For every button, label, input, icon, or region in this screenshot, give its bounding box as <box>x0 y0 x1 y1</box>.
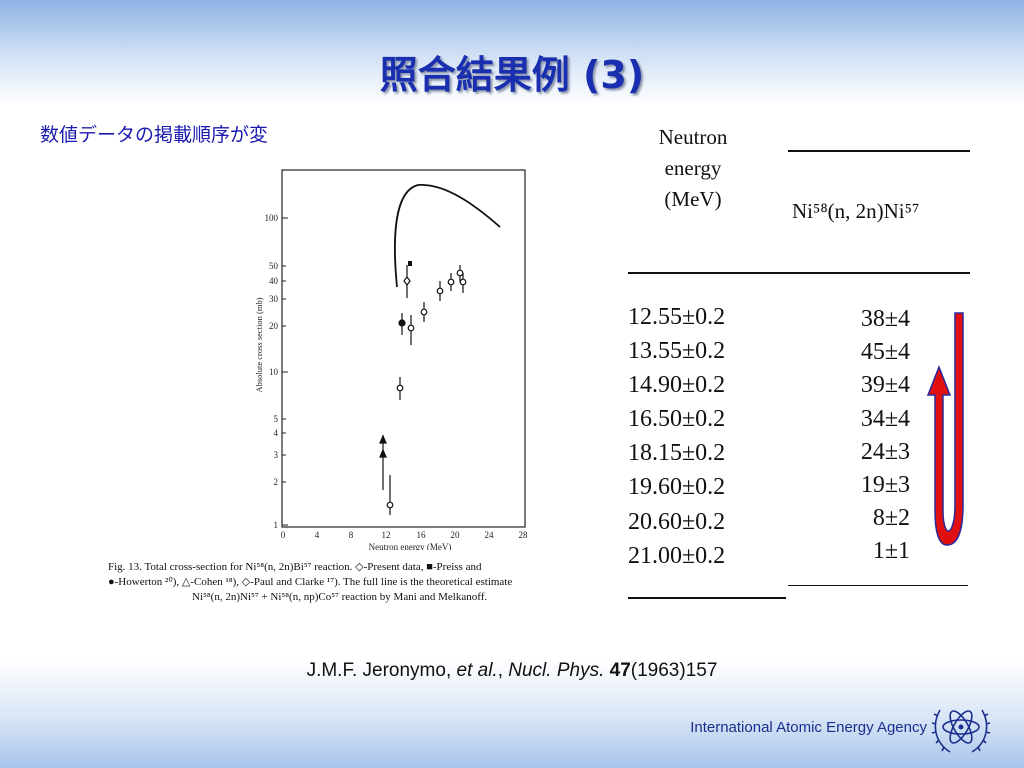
triangle-marker <box>379 434 387 444</box>
citation: J.M.F. Jeronymo, et al., Nucl. Phys. 47(… <box>0 660 1024 682</box>
caption-line: Fig. 13. Total cross-section for Ni⁵⁸(n,… <box>108 561 482 573</box>
y-tick-label: 3 <box>274 450 279 460</box>
filled-circle-marker <box>398 319 406 327</box>
y-tick-label: 5 <box>274 414 279 424</box>
table-rule-bottom-left <box>628 597 786 599</box>
table-rule-top <box>788 150 970 152</box>
y-ticks: 100 50 40 30 20 10 5 4 3 2 1 <box>265 213 288 530</box>
triangle-marker <box>379 448 387 458</box>
orbit <box>942 719 980 735</box>
citation-journal: Nucl. Phys. <box>508 660 605 681</box>
caption-line: Ni⁵⁸(n, 2n)Ni⁵⁷ + Ni⁵⁸(n, np)Co⁵⁷ reacti… <box>192 591 488 603</box>
value-cell: 1±1 <box>872 538 910 565</box>
x-tick-label: 28 <box>519 530 529 540</box>
theory-curve <box>394 184 501 288</box>
table-rule-bottom-right <box>788 585 968 586</box>
energy-cell: 14.90±0.2 <box>628 372 726 399</box>
x-tick-label: 4 <box>315 530 320 540</box>
y-tick-label: 2 <box>274 477 279 487</box>
nucleus <box>958 724 964 730</box>
diamond-marker <box>403 276 411 286</box>
x-ticks: 0 4 8 12 16 20 24 28 <box>281 530 528 540</box>
circle-marker <box>436 287 444 295</box>
iaea-atom-logo-icon <box>931 709 991 753</box>
caption-line: ●-Howerton ²⁰), △-Cohen ¹⁸), ◇-Paul and … <box>108 576 513 588</box>
citation-sep: , <box>497 660 509 681</box>
y-tick-label: 40 <box>269 276 279 286</box>
energy-cell: 21.00±0.2 <box>628 542 726 569</box>
slide-title: 照合結果例 (3) <box>379 53 645 97</box>
orbit <box>949 710 973 744</box>
y-tick-label: 50 <box>269 261 279 271</box>
energy-column: 12.55±0.2 13.55±0.2 14.90±0.2 16.50±0.2 … <box>628 300 763 573</box>
circle-marker <box>396 384 404 392</box>
x-tick-label: 8 <box>349 530 354 540</box>
reorder-arrow-icon <box>926 312 964 546</box>
value-cell: 45±4 <box>860 339 910 366</box>
header-line: Neutron <box>658 125 728 149</box>
y-tick-label: 20 <box>269 321 279 331</box>
y-tick-label: 4 <box>274 428 279 438</box>
energy-cell: 18.15±0.2 <box>628 440 726 467</box>
x-tick-label: 0 <box>281 530 286 540</box>
citation-rest: (1963)157 <box>630 660 718 681</box>
orbit <box>949 710 973 744</box>
energy-column-header: Neutron energy (MeV) <box>628 122 758 215</box>
cross-section-plot: 100 50 40 30 20 10 5 4 3 2 1 0 4 8 12 16… <box>254 169 528 550</box>
value-cell: 39±4 <box>860 372 910 399</box>
reaction-column-header: Ni⁵⁸(n, 2n)Ni⁵⁷ <box>792 199 920 223</box>
slide-subtitle: 数値データの掲載順序が変 <box>40 124 269 146</box>
value-cell: 8±2 <box>872 505 910 532</box>
data-points <box>379 261 467 515</box>
citation-etal: et al. <box>456 660 498 681</box>
x-tick-label: 20 <box>451 530 461 540</box>
circle-marker <box>459 278 467 286</box>
circle-marker <box>456 269 464 277</box>
plot-frame <box>281 169 526 528</box>
energy-cell: 16.50±0.2 <box>628 406 726 433</box>
circle-marker <box>447 278 455 286</box>
x-tick-label: 12 <box>382 530 391 540</box>
x-axis-label: Neutron energy (MeV) <box>369 542 452 550</box>
x-tick-label: 16 <box>417 530 427 540</box>
x-tick-label: 24 <box>485 530 495 540</box>
energy-cell: 13.55±0.2 <box>628 338 726 365</box>
arrow-shape <box>926 312 964 546</box>
header-line: energy <box>664 156 722 180</box>
square-marker <box>408 261 412 266</box>
figure-caption: Fig. 13. Total cross-section for Ni⁵⁸(n,… <box>108 560 628 605</box>
energy-cell: 19.60±0.2 <box>628 474 726 501</box>
value-cell: 38±4 <box>860 306 910 332</box>
y-tick-label: 30 <box>269 294 279 304</box>
laurel-leaves-left <box>931 713 945 752</box>
citation-volume: 47 <box>604 660 631 681</box>
y-axis-label: Absolute cross section (mb) <box>254 297 264 392</box>
circle-marker <box>407 324 415 332</box>
agency-name: International Atomic Energy Agency <box>690 719 927 736</box>
table-rule-header <box>628 272 970 274</box>
laurel-leaves-right <box>977 713 991 752</box>
value-cell: 34±4 <box>860 405 910 432</box>
energy-cell: 20.60±0.2 <box>628 508 726 535</box>
citation-authors: J.M.F. Jeronymo, <box>306 660 457 681</box>
value-cell: 24±3 <box>860 438 910 465</box>
energy-cell: 12.55±0.2 <box>628 304 726 330</box>
y-tick-label: 1 <box>274 520 279 530</box>
circle-marker <box>386 501 394 509</box>
cross-section-column: 38±4 45±4 39±4 34±4 24±3 19±3 8±2 1±1 <box>810 303 910 569</box>
circle-marker <box>420 308 428 316</box>
header-line: (MeV) <box>664 187 722 211</box>
y-tick-label: 10 <box>269 367 279 377</box>
value-cell: 19±3 <box>860 472 910 499</box>
y-tick-label: 100 <box>265 213 279 223</box>
